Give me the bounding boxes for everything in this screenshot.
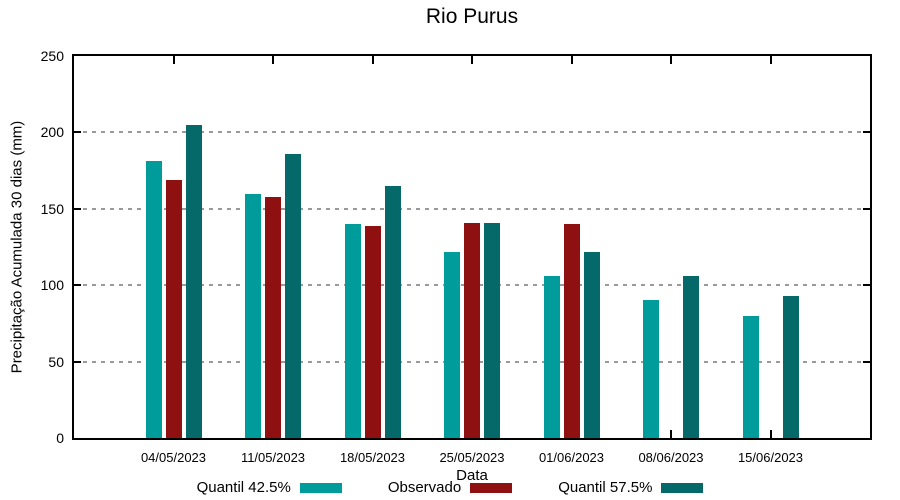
y-tick-label: 100 — [40, 277, 64, 294]
bar-quantil-42-5- — [344, 224, 361, 438]
bar-quantil-42-5- — [145, 161, 162, 438]
y-tick-label: 250 — [40, 48, 64, 64]
x-tick-label: 01/06/2023 — [538, 450, 605, 465]
x-axis-tick — [670, 430, 672, 438]
bar-quantil-57-5- — [484, 222, 500, 438]
x-tick-label: 11/05/2023 — [240, 450, 306, 465]
bar-quantil-57-5- — [185, 124, 202, 438]
x-axis-tick — [570, 56, 573, 64]
x-axis-tick — [172, 56, 175, 64]
x-tick-label: 15/06/2023 — [737, 450, 804, 465]
x-tick-label: 25/05/2023 — [439, 450, 505, 465]
y-axis-tick — [863, 131, 870, 134]
bar-quantil-42-5- — [543, 276, 560, 438]
bar-observado — [563, 224, 580, 438]
gridline — [74, 131, 870, 134]
x-tick-label: 18/05/2023 — [339, 450, 406, 465]
y-axis-tick — [74, 284, 81, 287]
bar-observado — [265, 196, 281, 438]
bar-quantil-42-5- — [742, 315, 759, 438]
y-axis-label: Precipitação Acumulada 30 dias (mm) — [8, 120, 26, 374]
bar-quantil-57-5- — [583, 251, 600, 438]
legend-swatch-quantil-57-5-icon — [661, 482, 704, 493]
x-axis-tick — [670, 56, 672, 64]
legend-swatch-quantil-42-5-icon — [299, 482, 342, 493]
x-axis-label: Data — [456, 467, 488, 484]
bar-observado — [165, 179, 182, 438]
legend-label: Quantil 57.5% — [558, 479, 653, 496]
bar-quantil-42-5- — [643, 300, 659, 438]
x-axis-tick — [769, 430, 772, 438]
bar-quantil-57-5- — [384, 185, 401, 438]
bar-quantil-42-5- — [245, 193, 261, 438]
legend-item-quantil-57-5: Quantil 57.5% — [558, 479, 704, 496]
y-axis-tick — [863, 284, 870, 287]
legend: Quantil 42.5% Observado Quantil 57.5% — [0, 479, 900, 496]
chart-title: Rio Purus — [425, 5, 519, 28]
x-tick-label: 08/06/2023 — [638, 450, 704, 465]
legend-item-quantil-42-5: Quantil 42.5% — [197, 479, 342, 496]
bar-quantil-42-5- — [444, 251, 460, 438]
legend-item-observado: Observado — [387, 479, 513, 496]
y-axis-tick — [74, 360, 81, 363]
x-axis-tick — [769, 56, 772, 64]
bar-quantil-57-5- — [683, 276, 699, 438]
x-tick-label: 04/05/2023 — [140, 450, 207, 465]
gridline — [74, 207, 870, 210]
bar-quantil-57-5- — [782, 295, 799, 438]
y-tick-label: 0 — [56, 430, 64, 446]
y-tick-label: 50 — [48, 353, 64, 370]
bar-quantil-57-5- — [285, 153, 301, 438]
x-axis-tick — [371, 56, 374, 64]
y-axis-tick — [863, 207, 870, 210]
legend-label: Quantil 42.5% — [196, 479, 291, 496]
x-axis-tick — [471, 56, 473, 64]
legend-swatch-observado-icon — [470, 482, 513, 493]
bar-observado — [464, 222, 480, 438]
y-axis-tick — [74, 131, 81, 134]
y-axis-tick — [863, 360, 870, 363]
bar-observado — [364, 225, 381, 438]
y-tick-label: 200 — [40, 124, 64, 141]
x-axis-tick — [272, 56, 274, 64]
plot-area — [72, 54, 872, 440]
legend-label: Observado — [387, 479, 462, 496]
y-tick-label: 150 — [40, 200, 64, 217]
y-axis-tick — [74, 207, 81, 210]
